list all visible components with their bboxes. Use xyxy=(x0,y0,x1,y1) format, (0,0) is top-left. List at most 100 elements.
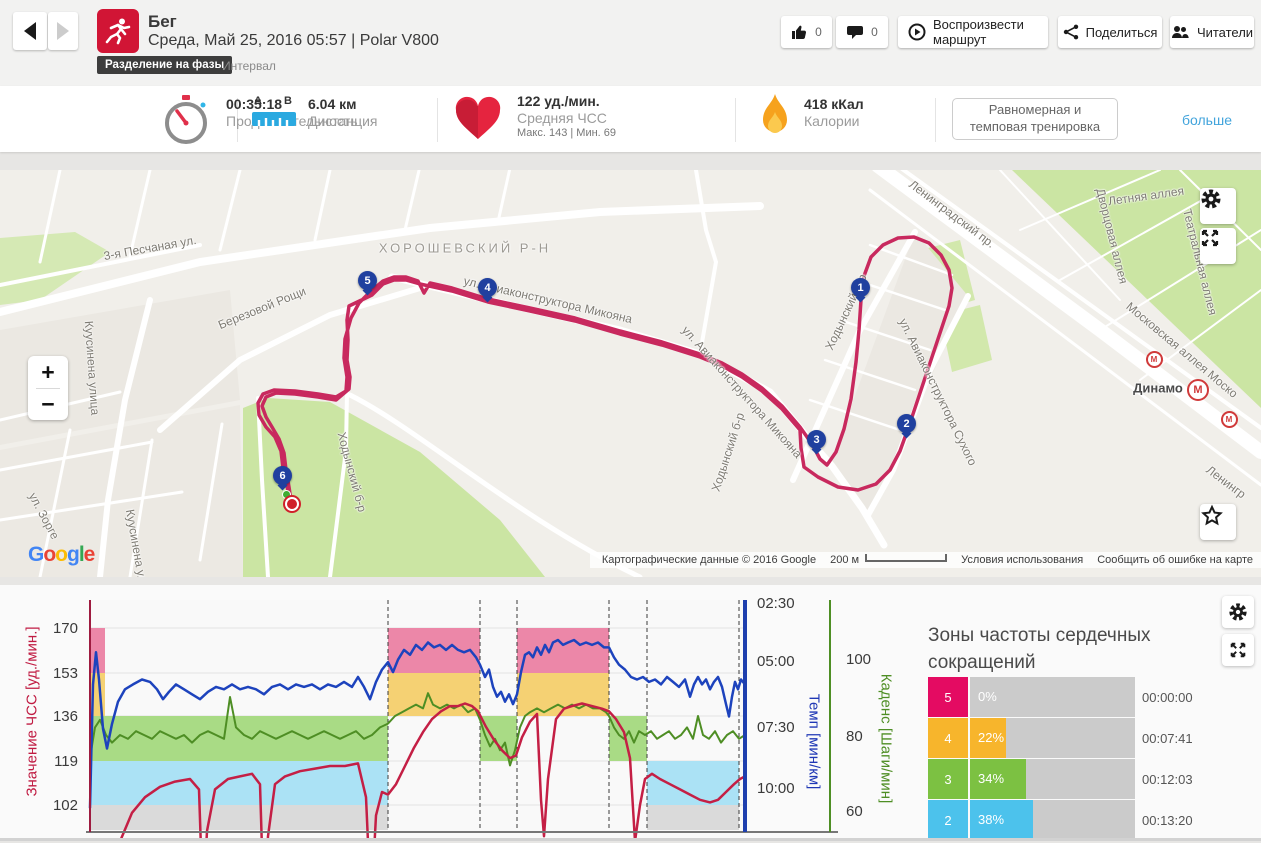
zone-bar-track: 38% xyxy=(970,800,1135,840)
zone-bar-fill xyxy=(970,759,1027,799)
hr-tick: 153 xyxy=(53,665,78,682)
session-subtitle: Среда, Май 25, 2016 05:57 | Polar V800 xyxy=(148,32,439,49)
zone-percent: 0% xyxy=(978,689,997,704)
hr-zone-row-2: 2 38% 00:13:20 xyxy=(928,800,1235,840)
share-label: Поделиться xyxy=(1085,24,1158,40)
training-chart[interactable]: 170 153 136 119 102 02:30 05:00 07:30 10:00 100 80… xyxy=(0,585,1261,843)
km-marker-1[interactable]: 1 xyxy=(851,278,870,297)
like-button[interactable]: 0 xyxy=(781,16,832,48)
tab-phases[interactable]: Разделение на фазы xyxy=(97,56,233,74)
map-favorite-button[interactable] xyxy=(1200,504,1236,540)
followers-button[interactable]: Читатели xyxy=(1170,16,1254,48)
zone-percent: 38% xyxy=(978,812,1005,827)
pace-tick: 07:30 xyxy=(757,719,795,736)
hr-zones-title: Зоны частоты сердечных сокращений xyxy=(928,625,1151,673)
tab-interval[interactable]: Интервал xyxy=(222,59,276,73)
more-link[interactable]: больше xyxy=(1182,112,1232,128)
map-label: Динамо xyxy=(1133,380,1183,396)
flame-icon xyxy=(763,94,787,133)
hr-zone-band xyxy=(647,805,739,830)
zone-bar-track: 34% xyxy=(970,759,1135,799)
hr-zone-band xyxy=(105,716,388,761)
zone-number: 2 xyxy=(928,800,968,840)
zone-time: 00:12:03 xyxy=(1142,772,1193,787)
zone-number: 5 xyxy=(928,677,968,717)
zone-bar-track: 22% xyxy=(970,718,1135,758)
hr-zone-band xyxy=(517,628,609,673)
next-session-button[interactable] xyxy=(48,12,78,50)
divider xyxy=(237,98,238,142)
km-marker-4[interactable]: 4 xyxy=(478,278,497,297)
zoom-out-button[interactable]: − xyxy=(41,390,55,417)
map-fullscreen-button[interactable] xyxy=(1200,228,1236,264)
share-icon xyxy=(1063,24,1078,40)
zone-percent: 22% xyxy=(978,730,1005,745)
hr-label: Средняя ЧСС xyxy=(517,110,607,126)
play-icon xyxy=(908,23,926,41)
hr-zone-band xyxy=(90,761,105,805)
hr-zone-band xyxy=(90,628,105,673)
zoom-in-button[interactable]: + xyxy=(41,358,55,385)
divider xyxy=(735,98,736,142)
chart-fullscreen-button[interactable] xyxy=(1222,634,1254,666)
runner-icon xyxy=(105,18,131,45)
zone-bar-fill xyxy=(970,718,1007,758)
zone-number: 4 xyxy=(928,718,968,758)
zone-time: 00:07:41 xyxy=(1142,731,1193,746)
hr-zone-row-4: 4 22% 00:07:41 xyxy=(928,718,1235,758)
route-map[interactable]: 3-я Песчаная ул. ХОРОШЕВСКИЙ Р-Н Березовой… xyxy=(0,170,1261,577)
comment-count: 0 xyxy=(871,25,878,39)
cadence-tick: 80 xyxy=(846,728,863,745)
metro-station-icon: М xyxy=(1145,350,1163,368)
hr-zone-band xyxy=(105,761,388,805)
chart-settings-button[interactable] xyxy=(1222,596,1254,628)
share-button[interactable]: Поделиться xyxy=(1058,16,1162,48)
cadence-tick: 60 xyxy=(846,803,863,820)
zone-number: 3 xyxy=(928,759,968,799)
training-benefit-button[interactable]: Равномерная и темповая тренировка xyxy=(952,98,1118,140)
running-sport-icon xyxy=(97,9,139,53)
pace-tick: 02:30 xyxy=(757,595,795,612)
distance-label: Дистанция xyxy=(308,113,378,129)
series-ЧСС xyxy=(118,702,747,843)
zone-bar-track: 0% xyxy=(970,677,1135,717)
pace-tick: 05:00 xyxy=(757,653,795,670)
session-title: Бег xyxy=(148,12,177,31)
divider xyxy=(36,388,60,389)
prev-session-button[interactable] xyxy=(13,12,47,50)
pace-axis-label: Темп [мин/км] xyxy=(805,693,823,790)
zone-percent: 34% xyxy=(978,771,1005,786)
km-marker-2[interactable]: 2 xyxy=(897,414,916,433)
hr-tick: 170 xyxy=(53,620,78,637)
gear-icon xyxy=(1229,603,1247,621)
map-settings-button[interactable] xyxy=(1200,188,1236,224)
calories-label: Калории xyxy=(804,113,860,129)
map-canvas xyxy=(0,170,1261,577)
hr-zone-band xyxy=(647,761,739,805)
divider xyxy=(935,98,936,142)
km-marker-5[interactable]: 5 xyxy=(358,271,377,290)
google-logo[interactable]: Google xyxy=(28,543,95,566)
arrow-right-icon xyxy=(57,22,69,40)
like-count: 0 xyxy=(815,25,822,39)
ruler-icon xyxy=(252,112,296,126)
stats-bar: 00:35:18 Продолжительность AB 6.04 км Ди… xyxy=(0,86,1261,152)
map-report-link[interactable]: Сообщить об ошибке на карте xyxy=(1097,554,1253,566)
km-marker-6[interactable]: 6 xyxy=(273,466,292,485)
route-polyline xyxy=(256,235,954,503)
hr-axis-label: Значение ЧСС [уд./мин.] xyxy=(23,626,41,797)
stopwatch-icon xyxy=(165,95,207,144)
expand-icon xyxy=(1230,642,1246,658)
km-marker-3[interactable]: 3 xyxy=(807,430,826,449)
replay-route-button[interactable]: Воспроизвести маршрут xyxy=(898,16,1048,48)
comment-button[interactable]: 0 xyxy=(836,16,888,48)
map-terms-link[interactable]: Условия использования xyxy=(961,554,1084,566)
hr-zone-row-3: 3 34% 00:12:03 xyxy=(928,759,1235,799)
map-zoom-control: + − xyxy=(28,356,68,420)
expand-icon xyxy=(1201,229,1219,247)
heart-icon xyxy=(455,96,501,139)
hr-tick: 102 xyxy=(53,797,78,814)
scale-bar xyxy=(865,554,948,562)
